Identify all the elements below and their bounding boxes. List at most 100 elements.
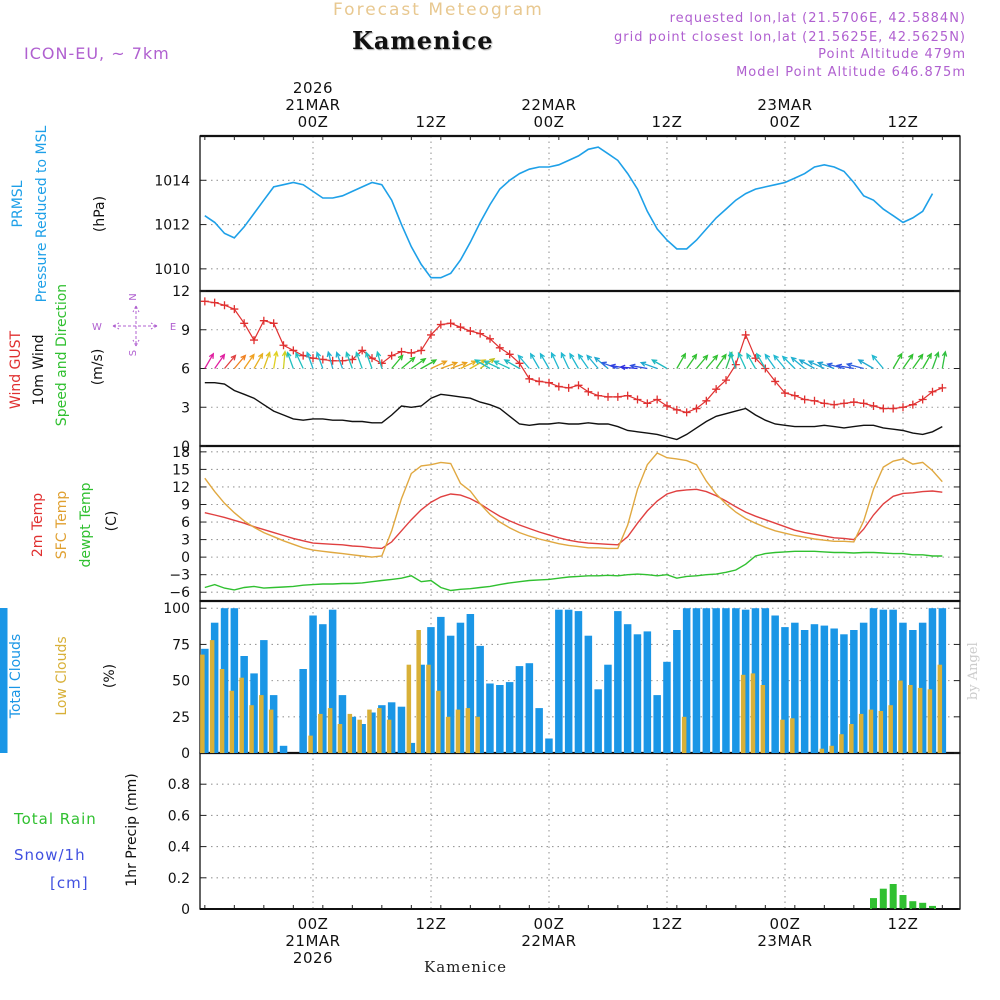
wind-gust-marker (869, 401, 878, 410)
wind-gust-marker (751, 354, 760, 363)
total-cloud-bar (594, 689, 602, 753)
ytick-label: 9 (181, 323, 190, 339)
wind-direction-arrow (479, 357, 496, 370)
total-cloud-bar (210, 622, 219, 753)
pressure-unit-label: (hPa) (92, 196, 108, 232)
low-cloud-bar (908, 685, 913, 753)
total-cloud-bar (319, 624, 327, 753)
wind-direction-arrow (420, 359, 438, 370)
bottom-time-label: 00Z (534, 915, 565, 933)
wind-gust-marker (554, 382, 563, 391)
total-cloud-bar (633, 634, 642, 753)
wind-direction-arrow (835, 363, 854, 370)
wind-gust-marker (849, 398, 858, 407)
wind-gust-marker (928, 387, 937, 396)
wind-gust-marker (780, 389, 789, 398)
low-cloud-bar (849, 724, 854, 753)
wind-unit-label: (m/s) (90, 349, 106, 386)
wind-direction-arrow (503, 359, 520, 370)
credit-watermark: by Angel (966, 642, 981, 700)
wind-gust-marker (397, 347, 406, 356)
pressure-label-full: Pressure Reduced to MSL (34, 125, 50, 302)
wind-gust-marker (594, 391, 603, 400)
wind-gust-marker (436, 320, 445, 329)
temp-2m-label: 2m Temp (30, 493, 46, 557)
total-cloud-bar (338, 695, 347, 753)
wind-direction-arrow (705, 354, 719, 369)
wind-direction-arrow (273, 350, 279, 369)
wind-gust-marker (368, 354, 376, 363)
total-cloud-bar (378, 705, 386, 753)
bottom-time-label: 12Z (888, 915, 919, 933)
low-cloud-bar (367, 709, 372, 753)
low-cloud-bar (386, 719, 392, 753)
total-cloud-bar (417, 664, 425, 753)
panel-frame (199, 135, 961, 292)
wind-gust-marker (918, 395, 927, 404)
low-cloud-bar (819, 748, 825, 753)
grid-coords: grid point closest lon,lat (21.5625E, 42… (614, 30, 966, 45)
total-cloud-bar (515, 666, 524, 753)
rain-bar (899, 895, 907, 909)
total-cloud-bar (368, 712, 376, 753)
wind-gust-marker (692, 404, 701, 413)
wind-gust-marker (230, 305, 239, 314)
wind-direction-arrow (629, 363, 648, 370)
wind-gust-marker (407, 349, 416, 357)
wind-gust-marker (476, 329, 485, 338)
wind-gust-marker (525, 374, 534, 383)
total-cloud-bar (201, 648, 209, 753)
total-cloud-bar (771, 615, 779, 753)
total-cloud-bar (545, 738, 553, 753)
top-time-label: 22MAR (521, 96, 576, 114)
top-time-label: 2026 (293, 79, 333, 97)
requested-coords: requested lon,lat (21.5706E, 42.5884N) (669, 11, 966, 26)
low-cloud-bar (249, 705, 254, 753)
wind-gust-marker (200, 297, 209, 306)
low-cloud-bar (259, 695, 264, 753)
total-cloud-bar (623, 624, 632, 753)
low-cloud-bar (681, 716, 687, 753)
wind-gust-marker (859, 399, 868, 408)
low-cloud-bar (858, 713, 864, 753)
wind-gust-line (204, 300, 943, 414)
total-cloud-bar (604, 664, 612, 753)
wind-direction-arrow (473, 359, 491, 370)
ytick-label: 0 (181, 902, 190, 918)
low-cloud-bar (308, 735, 313, 753)
bottom-time-label: 22MAR (521, 932, 576, 950)
total-cloud-bar (692, 608, 701, 753)
wind-gust-marker (574, 381, 583, 390)
wind-direction-arrow (912, 353, 924, 369)
wind-direction-arrow (440, 361, 459, 370)
bottom-time-label: 12Z (416, 915, 447, 933)
wind-gust-marker (210, 298, 219, 307)
wind-direction-arrow (517, 354, 530, 369)
chart-title: Forecast Meteogram (333, 0, 544, 20)
wind-gust-marker (544, 378, 553, 387)
low-cloud-bar (790, 718, 795, 753)
total-cloud-bar (584, 635, 593, 753)
total-cloud-bar (732, 608, 740, 753)
wind-gust-marker (485, 334, 494, 343)
wind-direction-arrow (764, 353, 776, 369)
precip-unit-label: 1hr Precip (mm) (124, 773, 140, 886)
wind-direction-arrow (639, 361, 658, 370)
wind-gust-marker (377, 359, 386, 368)
wind-direction-arrow (902, 353, 914, 369)
wind-direction-arrow (550, 351, 560, 369)
total-cloud-bar (653, 695, 661, 753)
ytick-label: 25 (172, 710, 190, 726)
rain-bar (919, 902, 927, 909)
total-cloud-bar (781, 627, 789, 753)
low-cloud-bar (937, 664, 943, 753)
wind-direction-arrow (922, 352, 932, 369)
ytick-label: −3 (169, 568, 190, 584)
ytick-label: 6 (181, 515, 190, 531)
compass-east: E (170, 322, 176, 333)
total-cloud-bar (358, 724, 366, 753)
wind-direction-arrow (845, 362, 864, 370)
wind-direction-arrow (892, 352, 903, 369)
wind-speed-dir-label: Speed and Direction (54, 284, 70, 426)
compass-west: W (92, 322, 102, 333)
